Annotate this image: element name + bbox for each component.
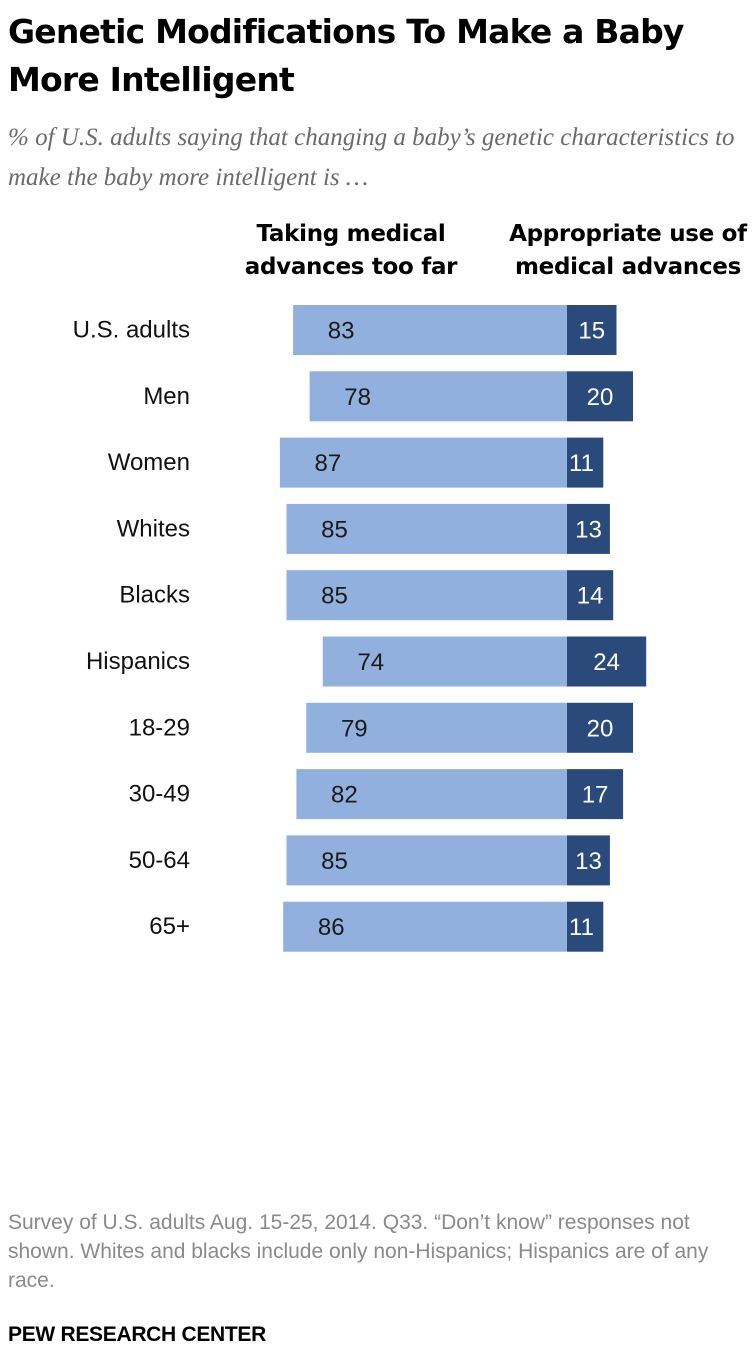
bar-too-far-women	[279, 437, 567, 488]
bar-too-far-men	[309, 371, 567, 422]
bar-appropriate-blacks	[567, 570, 614, 621]
source-label: PEW RESEARCH CENTER	[8, 1323, 266, 1346]
bar-appropriate-women	[567, 437, 604, 488]
bar-too-far-65	[283, 901, 567, 952]
value-label-too-far-u-s-adults: 83	[328, 318, 355, 345]
bar-too-far-30-49	[296, 769, 567, 820]
bar-too-far-18-29	[306, 702, 567, 753]
category-label-women: Women	[108, 449, 190, 476]
value-label-appropriate-women: 11	[569, 450, 594, 477]
bar-appropriate-whites	[567, 503, 610, 554]
category-label-u-s-adults: U.S. adults	[73, 317, 190, 344]
value-label-appropriate-men: 20	[587, 384, 614, 411]
value-label-too-far-women: 87	[315, 450, 342, 477]
bar-appropriate-30-49	[567, 769, 624, 820]
bar-too-far-u-s-adults	[293, 305, 567, 355]
category-label-50-64: 50-64	[129, 847, 190, 874]
bar-too-far-whites	[286, 503, 567, 554]
bar-too-far-hispanics	[322, 636, 567, 687]
value-label-appropriate-whites: 13	[575, 516, 602, 543]
bar-appropriate-65	[567, 901, 604, 952]
chart-subtitle: % of U.S. adults saying that changing a …	[8, 124, 735, 191]
bar-appropriate-18-29	[567, 702, 633, 753]
bar-too-far-50-64	[286, 835, 567, 886]
value-label-appropriate-blacks: 14	[577, 583, 604, 610]
value-label-too-far-whites: 85	[321, 516, 348, 543]
chart-title: Genetic Modifications To Make a Baby Mor…	[8, 12, 684, 99]
category-label-30-49: 30-49	[129, 781, 190, 808]
category-label-65: 65+	[149, 913, 190, 940]
category-label-blacks: Blacks	[119, 582, 190, 609]
category-label-18-29: 18-29	[129, 714, 190, 741]
value-label-appropriate-hispanics: 24	[593, 649, 620, 676]
bar-appropriate-men	[567, 371, 633, 422]
bar-too-far-blacks	[286, 570, 567, 621]
value-label-appropriate-30-49: 17	[582, 782, 609, 809]
category-label-men: Men	[143, 383, 190, 410]
value-label-too-far-18-29: 79	[341, 715, 368, 742]
value-label-appropriate-50-64: 13	[575, 848, 602, 875]
value-label-appropriate-65: 11	[569, 914, 594, 941]
value-label-too-far-50-64: 85	[321, 848, 348, 875]
value-label-appropriate-u-s-adults: 15	[578, 318, 605, 345]
bar-appropriate-u-s-adults	[567, 305, 617, 355]
footnote: Survey of U.S. adults Aug. 15-25, 2014. …	[8, 1211, 709, 1292]
legend-too-far: Taking medical advances too far	[244, 221, 458, 280]
value-label-too-far-men: 78	[344, 384, 371, 411]
bar-appropriate-hispanics	[567, 636, 647, 687]
value-label-too-far-65: 86	[318, 914, 345, 941]
value-label-appropriate-18-29: 20	[587, 715, 614, 742]
value-label-too-far-hispanics: 74	[357, 649, 384, 676]
value-label-too-far-blacks: 85	[321, 583, 348, 610]
bar-appropriate-50-64	[567, 835, 610, 886]
category-label-whites: Whites	[117, 515, 190, 542]
value-label-too-far-30-49: 82	[331, 782, 358, 809]
legend-appropriate: Appropriate use of medical advances	[509, 221, 747, 280]
category-label-hispanics: Hispanics	[86, 648, 190, 675]
